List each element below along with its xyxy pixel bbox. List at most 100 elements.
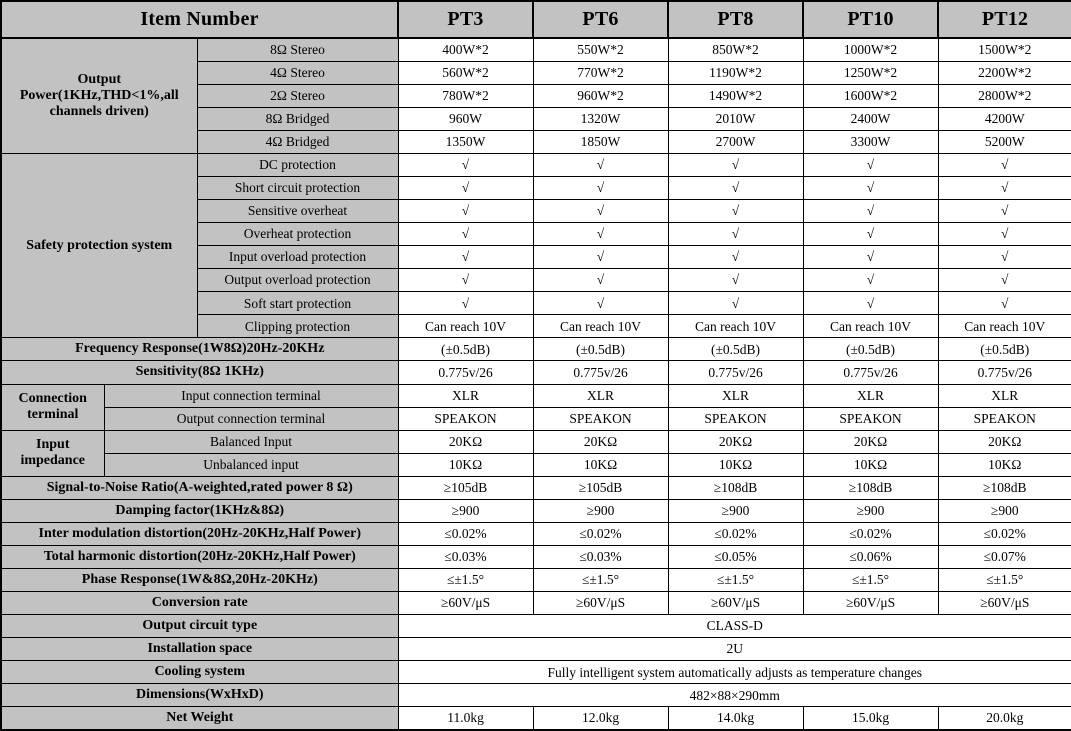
group-label-input-impedance: Input impedance bbox=[0, 429, 105, 477]
value-cell: 10KΩ bbox=[802, 452, 939, 477]
value-cell: ≤0.02% bbox=[667, 521, 804, 546]
value-cell: 0.775v/26 bbox=[802, 360, 939, 385]
value-cell: 550W*2 bbox=[532, 37, 669, 62]
value-cell: 12.0kg bbox=[532, 706, 669, 731]
value-cell: ≤0.02% bbox=[532, 521, 669, 546]
value-cell: √ bbox=[802, 291, 939, 316]
value-cell: √ bbox=[397, 175, 534, 201]
value-cell: 20KΩ bbox=[532, 429, 669, 454]
sublabel-cell: 4Ω Stereo bbox=[196, 60, 399, 85]
header-model-pt8: PT8 bbox=[667, 0, 805, 40]
value-cell: ≥60V/μS bbox=[937, 591, 1071, 616]
table-row: 2Ω Stereo 780W*2 960W*2 1490W*2 1600W*2 2800W… bbox=[1, 83, 1071, 108]
value-cell: SPEAKON bbox=[937, 406, 1071, 431]
row-label-net-weight: Net Weight bbox=[0, 706, 399, 731]
table-row: Sensitivity(8Ω 1KHz) 0.775v/26 0.775v/26 0.… bbox=[0, 360, 1071, 385]
row-label-inter-modulation-distortion: Inter modulation distortion(20Hz-20KHz,H… bbox=[0, 521, 399, 546]
table-row: Installation space 2U bbox=[0, 637, 1071, 662]
value-cell: √ bbox=[937, 199, 1071, 224]
sublabel-cell: Overheat protection bbox=[196, 222, 399, 247]
value-cell: ≥900 bbox=[802, 498, 939, 523]
value-cell: √ bbox=[937, 268, 1071, 293]
table-row: Inter modulation distortion(20Hz-20KHz,H… bbox=[0, 521, 1071, 546]
value-cell: √ bbox=[802, 175, 939, 201]
table-row: Unbalanced input 10KΩ 10KΩ 10KΩ 10KΩ 10KΩ bbox=[1, 452, 1071, 477]
value-cell: √ bbox=[667, 268, 804, 293]
table-row: Input overload protection √ √ √ √ √ bbox=[1, 245, 1071, 270]
value-cell: ≥60V/μS bbox=[667, 591, 804, 616]
value-cell: 10KΩ bbox=[397, 452, 534, 477]
value-cell: 1490W*2 bbox=[667, 83, 804, 108]
value-cell: ≥900 bbox=[397, 498, 534, 523]
value-cell: 400W*2 bbox=[397, 37, 534, 62]
value-cell: 20KΩ bbox=[802, 429, 939, 454]
table-row: Output overload protection √ √ √ √ √ bbox=[1, 268, 1071, 293]
table-row: Conversion rate ≥60V/μS ≥60V/μS ≥60V/μS ≥60V… bbox=[0, 591, 1071, 616]
value-cell: XLR bbox=[532, 383, 669, 408]
sublabel-cell: Input overload protection bbox=[196, 245, 399, 270]
value-cell: 10KΩ bbox=[667, 452, 804, 477]
row-label-conversion-rate: Conversion rate bbox=[0, 591, 399, 616]
value-cell: 15.0kg bbox=[802, 706, 939, 731]
value-cell: √ bbox=[667, 152, 804, 177]
value-cell: Can reach 10V bbox=[667, 314, 804, 339]
value-cell: 960W*2 bbox=[532, 83, 669, 108]
value-cell: ≤±1.5° bbox=[937, 568, 1071, 593]
sublabel-cell: 2Ω Stereo bbox=[196, 83, 399, 108]
row-label-output-circuit-type: Output circuit type bbox=[0, 614, 399, 639]
value-cell: ≥108dB bbox=[937, 475, 1071, 500]
table-row: Safety protection system DC protection √ √ √… bbox=[0, 152, 1071, 339]
table-row: Output Power(1KHz,THD<1%,all channels dr… bbox=[0, 37, 1071, 154]
value-cell: ≥105dB bbox=[397, 475, 534, 500]
value-cell: ≥60V/μS bbox=[802, 591, 939, 616]
table-row: 8Ω Bridged 960W 1320W 2010W 2400W 4200W bbox=[1, 106, 1071, 131]
value-cell: ≤±1.5° bbox=[532, 568, 669, 593]
value-cell: √ bbox=[397, 152, 534, 177]
value-cell: Can reach 10V bbox=[532, 314, 669, 339]
value-cell: √ bbox=[532, 199, 669, 224]
value-cell: √ bbox=[397, 222, 534, 247]
value-cell: 10KΩ bbox=[532, 452, 669, 477]
value-cell: √ bbox=[802, 245, 939, 270]
value-cell: √ bbox=[532, 268, 669, 293]
table-row: Connection terminal Input connection term… bbox=[0, 383, 1071, 431]
value-cell: √ bbox=[532, 291, 669, 316]
value-cell: ≥108dB bbox=[802, 475, 939, 500]
row-label-cooling-system: Cooling system bbox=[0, 660, 399, 685]
header-row: Item Number PT3 PT6 PT8 PT10 PT12 bbox=[0, 0, 1071, 40]
value-cell: √ bbox=[532, 245, 669, 270]
value-cell: ≤0.02% bbox=[802, 521, 939, 546]
value-cell: SPEAKON bbox=[667, 406, 804, 431]
value-cell: ≤0.02% bbox=[937, 521, 1071, 546]
group-label-output-power: Output Power(1KHz,THD<1%,all channels dr… bbox=[0, 37, 198, 154]
table-row: Overheat protection √ √ √ √ √ bbox=[1, 222, 1071, 247]
value-cell: 960W bbox=[397, 106, 534, 131]
value-cell: 1250W*2 bbox=[802, 60, 939, 85]
value-cell: 20KΩ bbox=[937, 429, 1071, 454]
value-cell: 14.0kg bbox=[667, 706, 804, 731]
row-label-frequency-response: Frequency Response(1W8Ω)20Hz-20KHz bbox=[0, 337, 399, 362]
table-row: Net Weight 11.0kg 12.0kg 14.0kg 15.0kg 20.0kg bbox=[0, 706, 1071, 731]
table-row: Frequency Response(1W8Ω)20Hz-20KHz (±0.5d… bbox=[0, 337, 1071, 362]
header-model-pt10: PT10 bbox=[802, 0, 940, 40]
value-cell: CLASS-D bbox=[397, 614, 1071, 639]
table-row: Sensitive overheat √ √ √ √ √ bbox=[1, 199, 1071, 224]
table-row: 4Ω Stereo 560W*2 770W*2 1190W*2 1250W*2 2200W… bbox=[1, 60, 1071, 85]
table-row: Phase Response(1W&8Ω,20Hz-20KHz) ≤±1.5° ≤±… bbox=[0, 568, 1071, 593]
value-cell: ≤0.07% bbox=[937, 544, 1071, 570]
value-cell: 0.775v/26 bbox=[397, 360, 534, 385]
value-cell: √ bbox=[802, 199, 939, 224]
table-row: Total harmonic distortion(20Hz-20KHz,Hal… bbox=[0, 544, 1071, 570]
value-cell: ≥900 bbox=[667, 498, 804, 523]
value-cell: √ bbox=[667, 291, 804, 316]
value-cell: 10KΩ bbox=[937, 452, 1071, 477]
group-label-connection-terminal: Connection terminal bbox=[0, 383, 105, 431]
value-cell: ≤0.03% bbox=[532, 544, 669, 570]
value-cell: Can reach 10V bbox=[937, 314, 1071, 339]
header-item-number: Item Number bbox=[0, 0, 399, 40]
value-cell: 1320W bbox=[532, 106, 669, 131]
value-cell: 20KΩ bbox=[667, 429, 804, 454]
